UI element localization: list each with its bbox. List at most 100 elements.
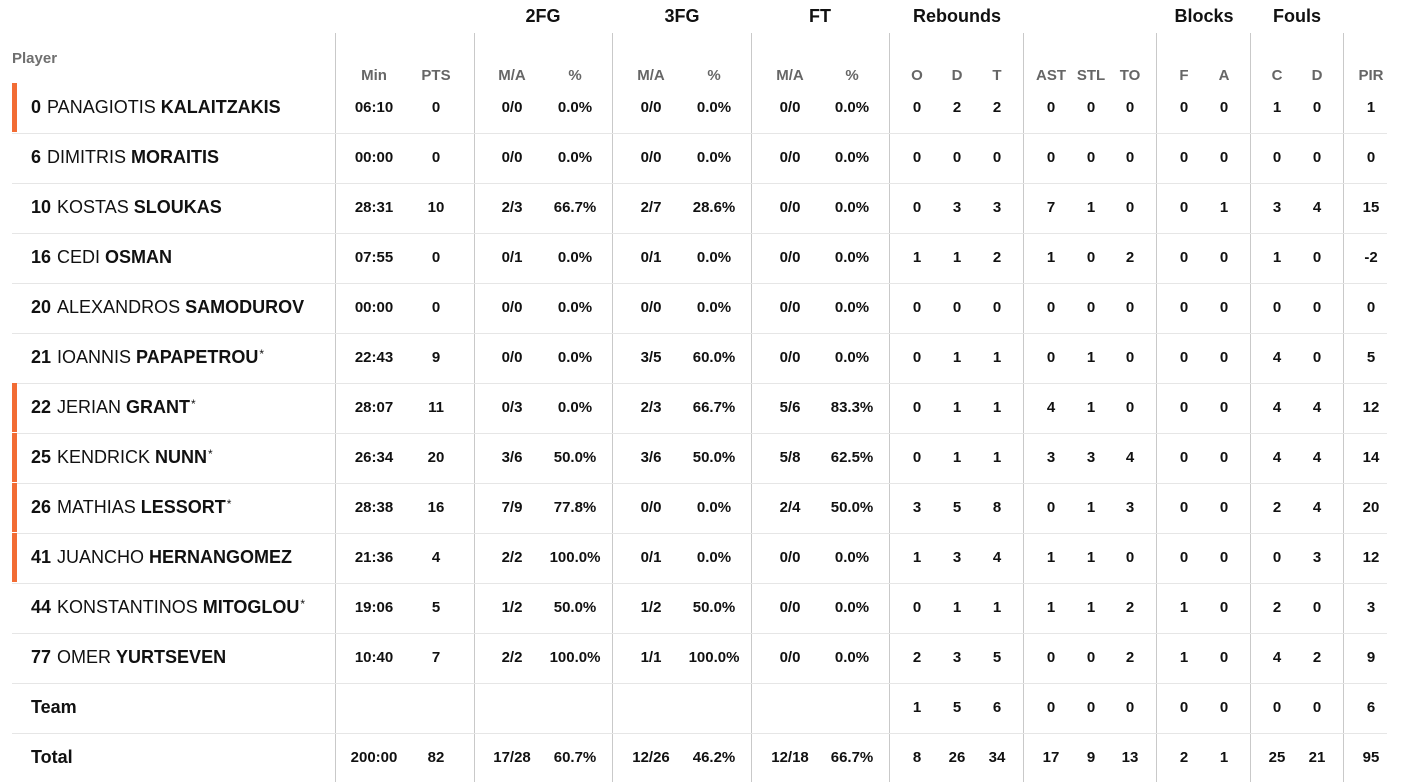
stat-cell: 1 [952, 399, 962, 416]
stat-cell: 2 [952, 99, 962, 116]
stat-cell: 26 [948, 749, 966, 766]
stat-cell: 0 [912, 99, 922, 116]
stat-cell: 0.0% [696, 299, 732, 316]
stat-cell: 7/9 [501, 499, 523, 516]
stat-cell: 0 [912, 299, 922, 316]
stat-cell: 2 [1179, 749, 1189, 766]
stat-cell: 0/0 [779, 199, 801, 216]
stat-cell: 0 [1179, 149, 1189, 166]
stat-cell: 0.0% [557, 99, 593, 116]
column-divider [889, 33, 890, 782]
stat-cell: 0 [1046, 299, 1056, 316]
stat-cell: 5/6 [779, 399, 801, 416]
stat-cell: 2 [1312, 649, 1322, 666]
stat-cell: 0.0% [557, 149, 593, 166]
stat-cell: 20 [427, 449, 445, 466]
stat-cell: 0 [1219, 449, 1229, 466]
stat-cell: 12 [1362, 549, 1380, 566]
column-divider [612, 33, 613, 782]
player-name-link[interactable]: 77 OMER YURTSEVEN [31, 647, 226, 668]
stat-cell: 2/7 [640, 199, 662, 216]
stat-cell: 9 [1086, 749, 1096, 766]
player-row: 6 DIMITRIS MORAITIS 00:00 0 0/0 0.0% 0/0 0.0% 0/… [12, 133, 1387, 184]
stat-cell: 0.0% [696, 249, 732, 266]
column-header: % [845, 67, 859, 84]
player-name-link[interactable]: 21 IOANNIS PAPAPETROU* [31, 347, 264, 368]
first-name: MATHIAS [57, 497, 141, 517]
stat-cell: 2 [992, 249, 1002, 266]
player-name-link[interactable]: 6 DIMITRIS MORAITIS [31, 147, 219, 168]
player-name-link[interactable]: 20 ALEXANDROS SAMODUROV [31, 297, 304, 318]
starter-marker: * [259, 347, 265, 361]
group-header-rebounds: Rebounds [913, 6, 1001, 26]
stat-cell: 0 [1219, 549, 1229, 566]
stat-cell: 5 [952, 499, 962, 516]
stat-cell: 1/2 [640, 599, 662, 616]
stat-cell: 1 [912, 699, 922, 716]
stat-cell: 4 [1046, 399, 1056, 416]
jersey-number: 21 [31, 347, 52, 367]
stat-cell: 0.0% [834, 349, 870, 366]
stat-cell: 3 [1366, 599, 1376, 616]
stat-cell: 5 [952, 699, 962, 716]
stat-cell: 5 [1366, 349, 1376, 366]
stat-cell: 17 [1042, 749, 1060, 766]
stat-cell: 100.0% [549, 649, 601, 666]
stat-cell: 0 [1125, 149, 1135, 166]
group-header-3fg: 3FG [664, 6, 700, 26]
stat-cell: 3 [1086, 449, 1096, 466]
player-name-link[interactable]: 41 JUANCHO HERNANGOMEZ [31, 547, 292, 568]
starter-indicator [12, 83, 17, 132]
stat-cell: 0 [1125, 199, 1135, 216]
stat-cell: 0 [1219, 599, 1229, 616]
player-name-link[interactable]: 44 KONSTANTINOS MITOGLOU* [31, 597, 305, 618]
jersey-number: 16 [31, 247, 52, 267]
stat-cell: 2 [992, 99, 1002, 116]
stat-cell: 21 [1308, 749, 1326, 766]
stat-cell: 1 [1046, 549, 1056, 566]
stat-cell: 3/5 [640, 349, 662, 366]
player-row: 0 PANAGIOTIS KALAITZAKIS 06:10 0 0/0 0.0% 0/0 0… [12, 83, 1387, 134]
last-name: KALAITZAKIS [160, 97, 281, 117]
stat-cell: 1 [1086, 349, 1096, 366]
jersey-number: 6 [31, 147, 42, 167]
stat-cell: 1 [912, 249, 922, 266]
player-name-link[interactable]: 10 KOSTAS SLOUKAS [31, 197, 222, 218]
stat-cell: 50.0% [692, 599, 736, 616]
stat-cell: 0/0 [779, 249, 801, 266]
last-name: MORAITIS [131, 147, 220, 167]
stat-cell: 0/0 [640, 299, 662, 316]
starter-marker: * [300, 597, 306, 611]
stat-cell: 16 [427, 499, 445, 516]
stat-cell: 0 [1125, 549, 1135, 566]
stat-cell: 1 [992, 599, 1002, 616]
stat-cell: 62.5% [830, 449, 874, 466]
player-name-link[interactable]: 26 MATHIAS LESSORT* [31, 497, 231, 518]
player-name-link[interactable]: 0 PANAGIOTIS KALAITZAKIS [31, 97, 281, 118]
stat-cell: 1 [1366, 99, 1376, 116]
stat-cell: 0 [1179, 99, 1189, 116]
stat-cell: 0.0% [696, 149, 732, 166]
stat-cell: 0 [1125, 699, 1135, 716]
player-name-link[interactable]: 25 KENDRICK NUNN* [31, 447, 213, 468]
column-header: O [911, 67, 923, 84]
column-header: % [707, 67, 721, 84]
stat-cell: 1 [1179, 599, 1189, 616]
stat-cell: 0.0% [834, 599, 870, 616]
stat-cell: 1 [1086, 599, 1096, 616]
first-name: PANAGIOTIS [47, 97, 161, 117]
player-name-link[interactable]: 22 JERIAN GRANT* [31, 397, 196, 418]
stat-cell: 0 [1272, 299, 1282, 316]
row-label-text: Team [31, 697, 77, 717]
stat-cell: 1 [952, 249, 962, 266]
stat-cell: 4 [1272, 449, 1282, 466]
starter-indicator [12, 483, 17, 532]
stat-cell: 0 [431, 149, 441, 166]
player-name-link[interactable]: 16 CEDI OSMAN [31, 247, 172, 268]
group-header-2fg: 2FG [525, 6, 561, 26]
stat-cell: 17/28 [493, 749, 531, 766]
stat-cell: 0/0 [779, 149, 801, 166]
column-header: A [1218, 67, 1230, 84]
starter-indicator [12, 433, 17, 482]
column-header: D [951, 67, 963, 84]
